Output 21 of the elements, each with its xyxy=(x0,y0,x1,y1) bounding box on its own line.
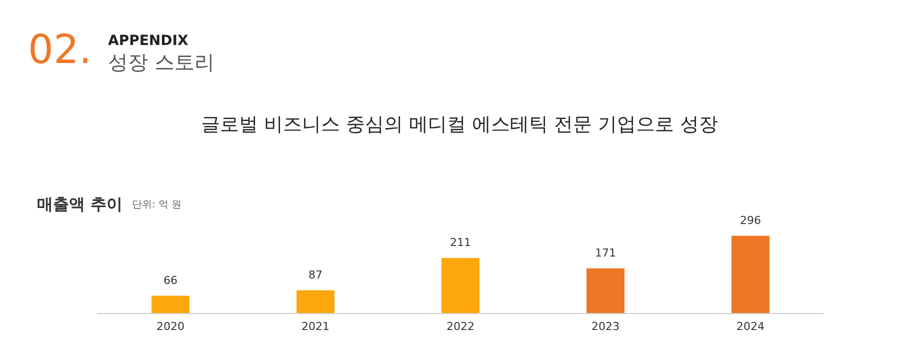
data-label: 211 xyxy=(450,236,471,249)
x-tick-label: 2023 xyxy=(592,320,620,333)
bar xyxy=(732,236,770,313)
x-tick-label: 2021 xyxy=(302,320,330,333)
text: 단위: 억 원 xyxy=(132,200,182,210)
x-tick-label: 2022 xyxy=(446,320,474,333)
bar xyxy=(442,258,480,313)
bar xyxy=(152,296,190,313)
chart-subtitle: 매출액 추이 xyxy=(37,194,123,214)
data-label: 171 xyxy=(595,246,616,260)
text: 성장 스토리 xyxy=(108,50,214,74)
data-label: 296 xyxy=(740,214,761,227)
x-tick-label: 2024 xyxy=(736,320,764,333)
bar xyxy=(586,268,624,313)
chart-title: 글로벌 비즈니스 중심의 메디컬 에스테틱 전문 기업으로 성장 xyxy=(200,114,718,136)
text: APPENDIX xyxy=(108,33,188,49)
data-label: 66 xyxy=(164,274,178,287)
bar xyxy=(296,290,334,313)
text: 02. xyxy=(28,27,92,73)
data-label: 87 xyxy=(308,268,322,282)
x-tick-label: 2020 xyxy=(156,320,184,333)
